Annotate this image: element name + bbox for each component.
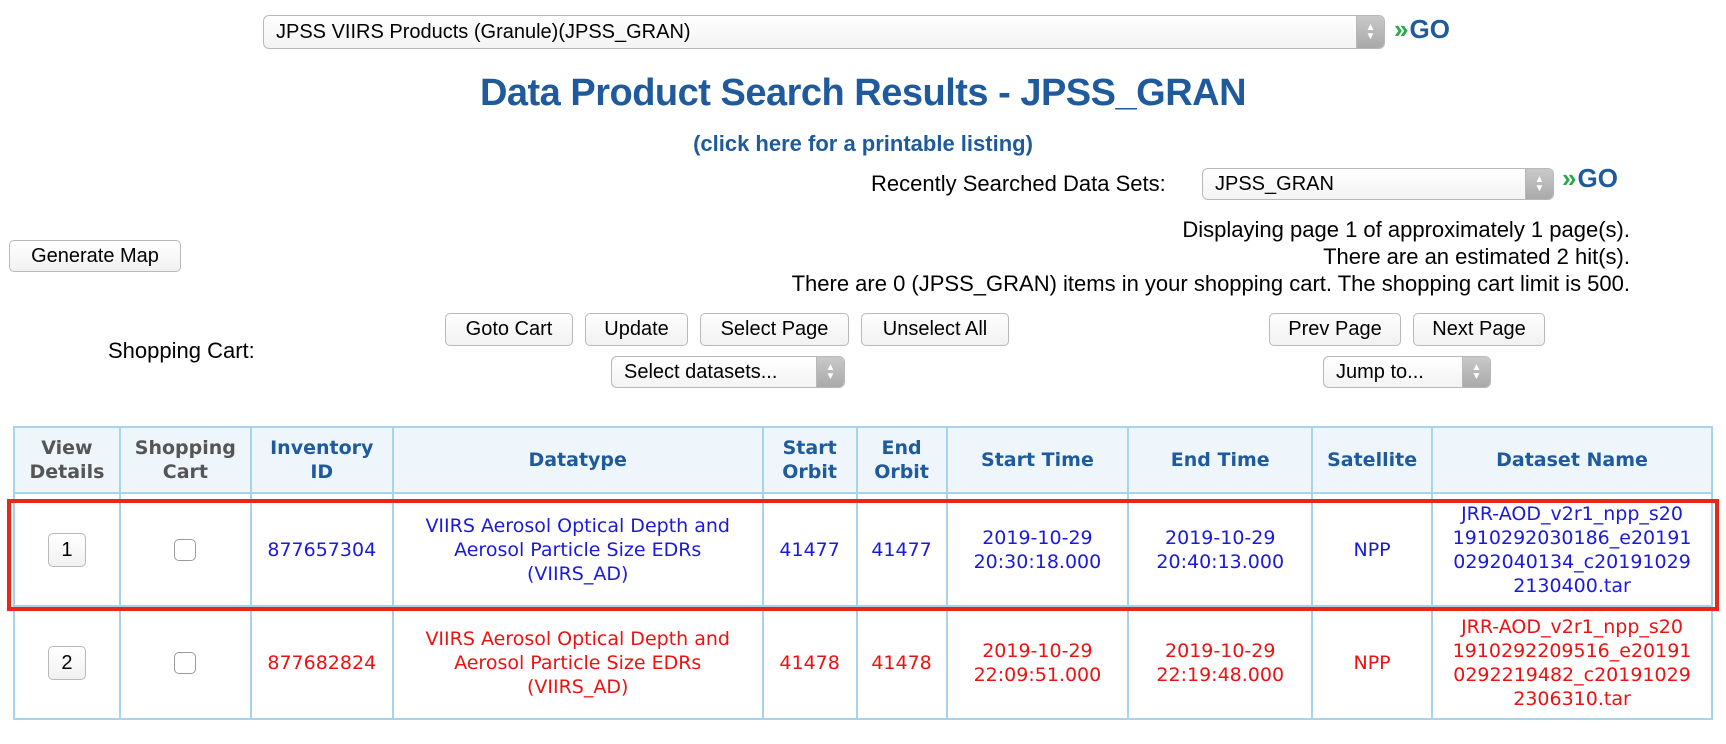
unselect-all-button[interactable]: Unselect All [861, 313, 1009, 346]
header-start-orbit[interactable]: Start Orbit [761, 426, 858, 494]
table-row: 2 877682824 VIIRS Aerosol Optical Depth … [13, 605, 1713, 720]
inventory-id: 877682824 [249, 605, 394, 720]
goto-cart-button[interactable]: Goto Cart [445, 313, 573, 346]
cart-cell [118, 605, 252, 720]
start-orbit: 41478 [761, 605, 858, 720]
cart-checkbox[interactable] [174, 539, 197, 561]
end-time: 2019-10-29 22:19:48.000 [1127, 605, 1314, 720]
page-title: Data Product Search Results - JPSS_GRAN [479, 72, 1247, 114]
select-arrows-icon: ▲ ▼ [1462, 357, 1490, 387]
header-datatype[interactable]: Datatype [391, 426, 764, 494]
satellite: NPP [1311, 605, 1434, 720]
table-header-row: View Details Shopping Cart Inventory ID Dat… [13, 426, 1713, 494]
header-dataset-name[interactable]: Dataset Name [1431, 426, 1713, 494]
page-info: Displaying page 1 of approximately 1 pag… [1182, 217, 1630, 242]
product-select[interactable]: JPSS VIIRS Products (Granule)(JPSS_GRAN)… [263, 15, 1385, 49]
select-datasets-dropdown[interactable]: Select datasets... ▲ ▼ [611, 356, 845, 388]
cart-info: There are 0 (JPSS_GRAN) items in your sh… [791, 271, 1630, 296]
header-end-orbit[interactable]: End Orbit [855, 426, 948, 494]
printable-listing-link[interactable]: (click here for a printable listing) [693, 131, 1033, 156]
end-orbit: 41477 [855, 492, 948, 607]
view-details-cell: 1 [13, 492, 121, 607]
update-button[interactable]: Update [585, 313, 688, 346]
cart-checkbox[interactable] [174, 652, 197, 674]
datatype: VIIRS Aerosol Optical Depth and Aerosol P… [391, 492, 764, 607]
inventory-id: 877657304 [249, 492, 394, 607]
start-time: 2019-10-29 20:30:18.000 [945, 492, 1130, 607]
shopping-cart-label: Shopping Cart: [108, 338, 255, 363]
header-inventory-id[interactable]: Inventory ID [249, 426, 394, 494]
results-table: View Details Shopping Cart Inventory ID Dat… [13, 426, 1713, 720]
go-label: GO [1409, 14, 1450, 44]
recent-go-button[interactable]: »GO [1562, 163, 1618, 194]
table-row: 1 877657304 VIIRS Aerosol Optical Depth … [13, 492, 1713, 607]
prev-page-button[interactable]: Prev Page [1269, 313, 1401, 346]
datatype: VIIRS Aerosol Optical Depth and Aerosol P… [391, 605, 764, 720]
generate-map-button[interactable]: Generate Map [9, 240, 181, 272]
go-label: GO [1577, 163, 1618, 193]
header-satellite[interactable]: Satellite [1311, 426, 1434, 494]
dataset-name: JRR-AOD_v2r1_npp_s20 1910292030186_e20191… [1431, 492, 1713, 607]
hits-info: There are an estimated 2 hit(s). [1323, 244, 1630, 269]
satellite: NPP [1311, 492, 1434, 607]
view-details-button[interactable]: 2 [47, 645, 86, 680]
cart-cell [118, 492, 252, 607]
double-chevron-icon: » [1394, 14, 1409, 44]
jump-to-dropdown[interactable]: Jump to... ▲ ▼ [1323, 356, 1491, 388]
end-orbit: 41478 [855, 605, 948, 720]
recent-select[interactable]: JPSS_GRAN ▲ ▼ [1202, 168, 1554, 200]
header-end-time[interactable]: End Time [1127, 426, 1314, 494]
header-shopping-cart: Shopping Cart [118, 426, 252, 494]
product-select-value: JPSS VIIRS Products (Granule)(JPSS_GRAN) [276, 20, 691, 43]
dataset-name: JRR-AOD_v2r1_npp_s20 1910292209516_e20191… [1431, 605, 1713, 720]
header-view-details: View Details [13, 426, 121, 494]
next-page-button[interactable]: Next Page [1413, 313, 1545, 346]
recent-label: Recently Searched Data Sets: [871, 171, 1166, 196]
recent-select-value: JPSS_GRAN [1215, 172, 1334, 195]
start-time: 2019-10-29 22:09:51.000 [945, 605, 1130, 720]
go-button[interactable]: »GO [1394, 14, 1450, 45]
double-chevron-icon: » [1562, 163, 1577, 193]
end-time: 2019-10-29 20:40:13.000 [1127, 492, 1314, 607]
select-arrows-icon: ▲ ▼ [816, 357, 844, 387]
select-page-button[interactable]: Select Page [700, 313, 849, 346]
select-datasets-value: Select datasets... [624, 360, 778, 383]
select-arrows-icon: ▲ ▼ [1525, 169, 1553, 199]
jump-to-value: Jump to... [1336, 360, 1424, 383]
start-orbit: 41477 [761, 492, 858, 607]
select-arrows-icon: ▲ ▼ [1356, 16, 1384, 48]
header-start-time[interactable]: Start Time [945, 426, 1130, 494]
view-details-button[interactable]: 1 [47, 532, 86, 567]
view-details-cell: 2 [13, 605, 121, 720]
